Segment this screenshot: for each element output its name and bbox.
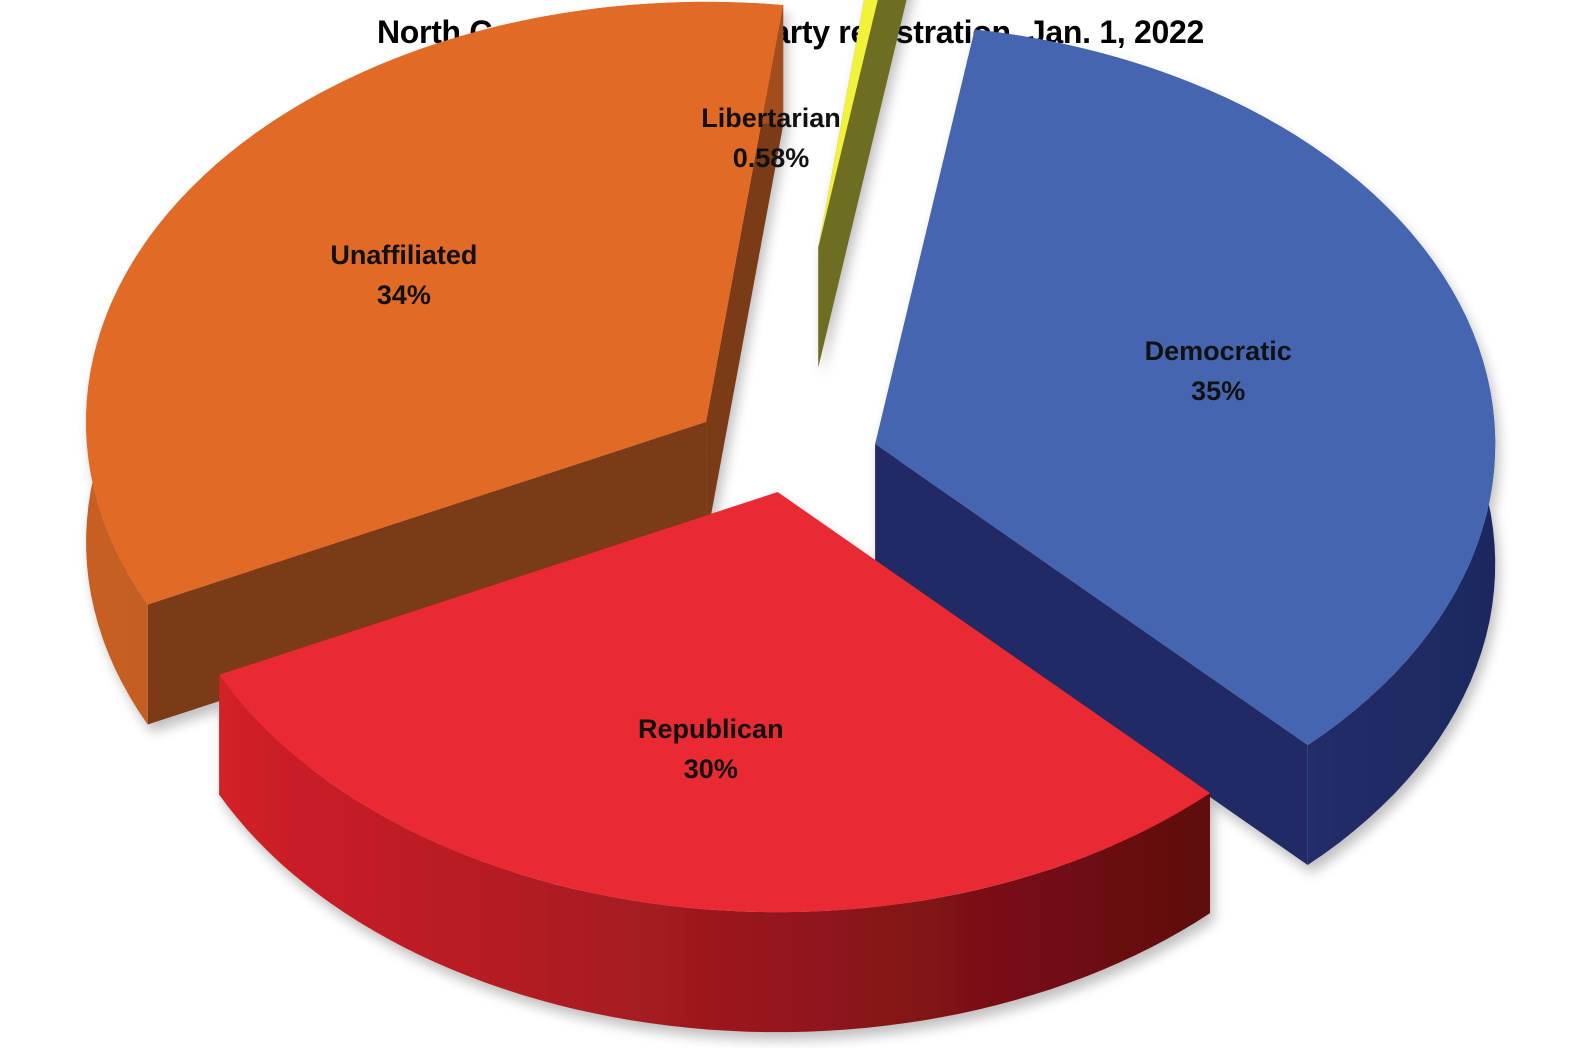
slice-name: Republican: [638, 713, 784, 744]
slice-republican: [219, 492, 1211, 1033]
slice-side-republican: [219, 674, 1210, 1033]
slice-wall-libertarian: [818, 0, 907, 368]
slice-top-libertarian: [818, 0, 878, 248]
slice-name: Libertarian: [701, 103, 841, 133]
slice-value: 0.58%: [732, 143, 810, 173]
slice-label-democratic: Democratic 35%: [1145, 331, 1292, 411]
slice-libertarian: [818, 0, 907, 368]
slice-value: 30%: [683, 753, 738, 784]
slice-wall-unaffiliated: [147, 421, 707, 725]
slice-name: Democratic: [1144, 335, 1292, 366]
slice-label-republican: Republican 30%: [638, 709, 784, 789]
slice-wall-unaffiliated: [706, 5, 784, 542]
slice-label-libertarian: Libertarian 0.58%: [701, 98, 841, 178]
slice-top-republican: [219, 492, 1210, 913]
slice-democratic: [875, 29, 1496, 866]
slice-name: Unaffiliated: [330, 239, 478, 270]
slice-top-unaffiliated: [85, 1, 784, 605]
slice-unaffiliated: [85, 1, 784, 725]
slice-value: 35%: [1191, 375, 1246, 406]
slice-top-democratic: [875, 29, 1496, 745]
slice-value: 34%: [376, 279, 431, 310]
slice-label-unaffiliated: Unaffiliated 34%: [330, 235, 477, 315]
slice-wall-democratic: [875, 444, 1308, 866]
